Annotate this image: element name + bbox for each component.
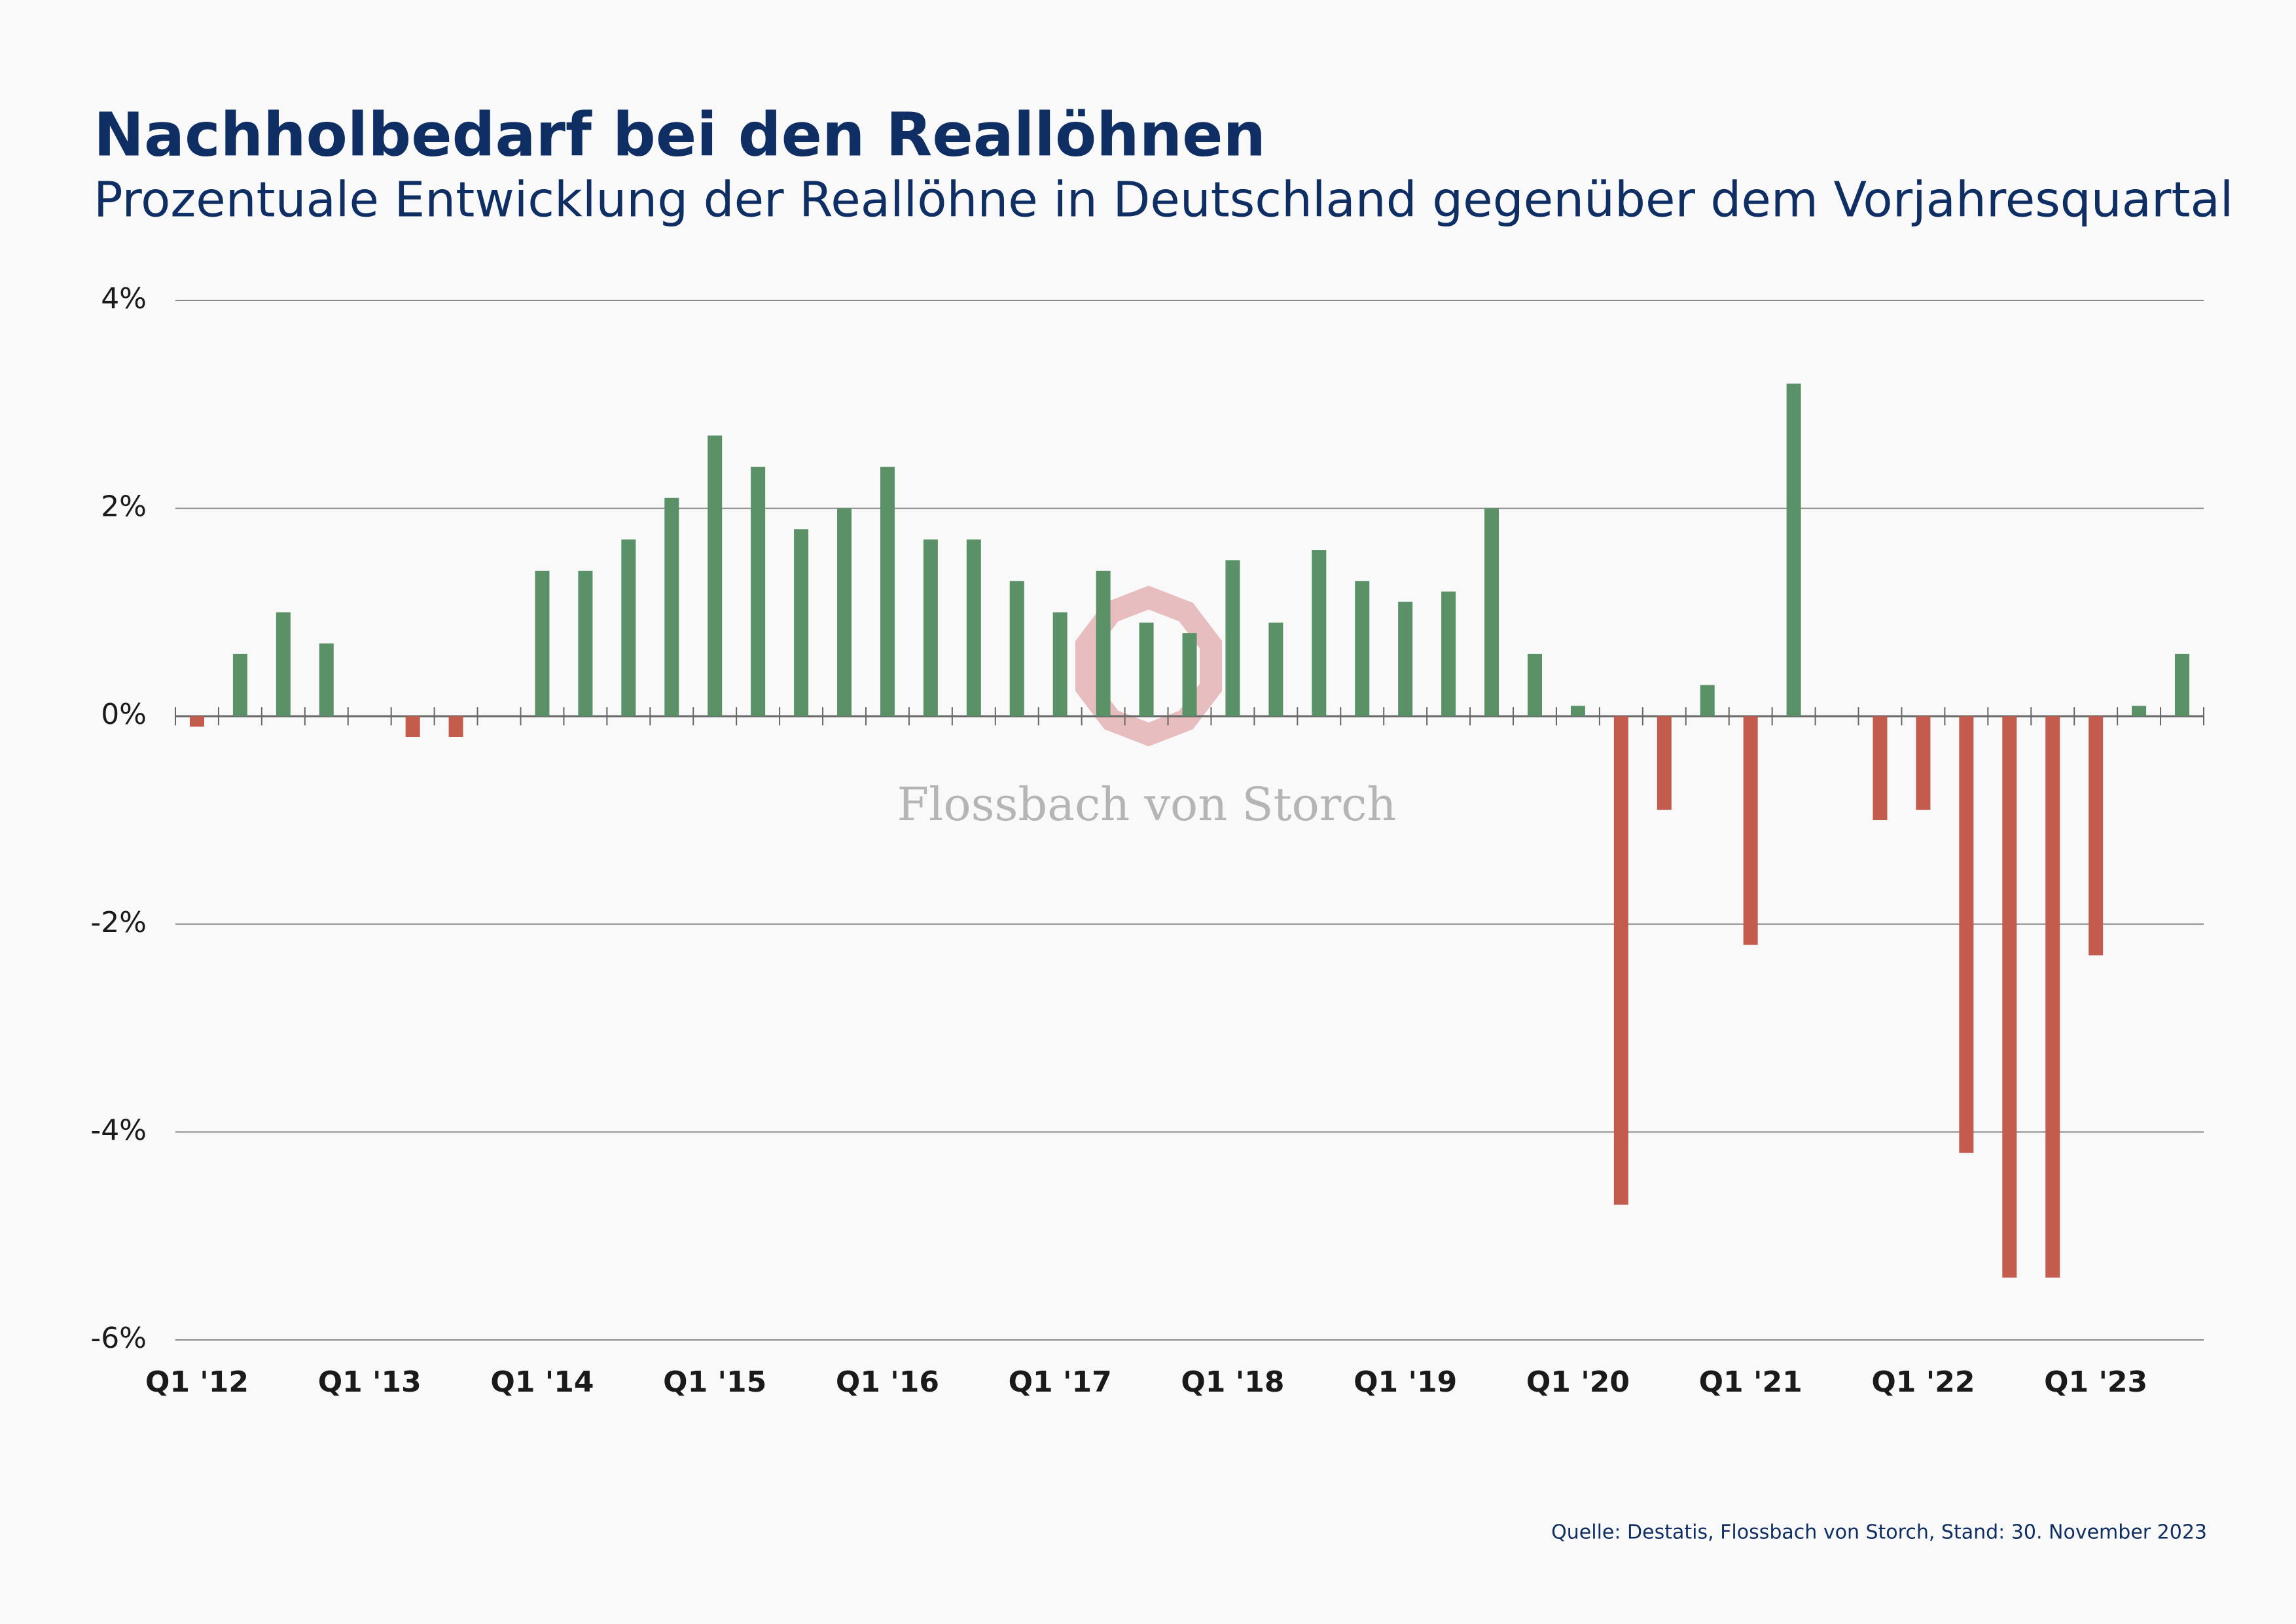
bar bbox=[1613, 716, 1628, 1205]
x-tick-label: Q1 '18 bbox=[1181, 1365, 1284, 1399]
bar bbox=[1268, 623, 1283, 717]
bar bbox=[232, 653, 247, 717]
x-tick-label: Q1 '15 bbox=[663, 1365, 766, 1399]
bar bbox=[2132, 706, 2147, 717]
x-tick-label: Q1 '22 bbox=[1871, 1365, 1975, 1399]
y-tick-label: 2% bbox=[101, 490, 147, 524]
bar bbox=[535, 570, 550, 717]
bar bbox=[1743, 716, 1758, 945]
bar bbox=[276, 612, 291, 717]
y-tick-label: -4% bbox=[90, 1113, 147, 1147]
bar bbox=[1398, 602, 1413, 717]
bar bbox=[1484, 508, 1499, 717]
bar bbox=[837, 508, 852, 717]
bar bbox=[1225, 560, 1240, 717]
bar bbox=[1657, 716, 1672, 810]
y-tick-label: -6% bbox=[90, 1322, 147, 1355]
bar bbox=[966, 539, 981, 717]
bar bbox=[708, 435, 723, 717]
bar bbox=[1355, 581, 1370, 717]
bar bbox=[1916, 716, 1931, 810]
bar bbox=[751, 467, 766, 717]
x-tick-label: Q1 '17 bbox=[1009, 1365, 1112, 1399]
bar bbox=[1959, 716, 1974, 1153]
x-tick-label: Q1 '23 bbox=[2044, 1365, 2147, 1399]
bar bbox=[319, 643, 334, 717]
x-tick-label: Q1 '21 bbox=[1699, 1365, 1803, 1399]
bar bbox=[578, 570, 593, 717]
source-note: Quelle: Destatis, Flossbach von Storch, … bbox=[1551, 1521, 2207, 1544]
bar bbox=[448, 716, 463, 737]
bar bbox=[2045, 716, 2060, 1278]
bar bbox=[1873, 716, 1888, 820]
x-tick-label: Q1 '20 bbox=[1526, 1365, 1630, 1399]
bar bbox=[1096, 570, 1111, 717]
bar bbox=[1570, 706, 1585, 717]
y-tick-label: 4% bbox=[101, 282, 147, 316]
bar bbox=[1052, 612, 1067, 717]
bar bbox=[1527, 653, 1542, 717]
x-tick-label: Q1 '12 bbox=[145, 1365, 249, 1399]
bar bbox=[794, 529, 809, 717]
y-tick-label: -2% bbox=[90, 906, 147, 939]
bar bbox=[1009, 581, 1024, 717]
bar bbox=[664, 497, 679, 717]
x-tick-label: Q1 '19 bbox=[1354, 1365, 1457, 1399]
bar bbox=[923, 539, 938, 717]
x-tick-label: Q1 '13 bbox=[318, 1365, 422, 1399]
bar bbox=[1182, 633, 1197, 717]
bar bbox=[1139, 623, 1154, 717]
bar bbox=[1786, 384, 1801, 717]
watermark-logo bbox=[1075, 585, 1222, 747]
bar bbox=[2089, 716, 2104, 956]
bar bbox=[1700, 685, 1715, 717]
x-tick-label: Q1 '14 bbox=[490, 1365, 594, 1399]
watermark: Flossbach von Storch bbox=[897, 778, 1396, 831]
x-tick-label: Q1 '16 bbox=[836, 1365, 939, 1399]
bar bbox=[2002, 716, 2017, 1278]
chart-title: Nachholbedarf bei den Reallöhnen bbox=[94, 99, 1266, 170]
bar bbox=[621, 539, 636, 717]
chart-subtitle: Prozentuale Entwicklung der Reallöhne in… bbox=[94, 172, 2233, 228]
bar bbox=[1312, 550, 1327, 717]
bar bbox=[405, 716, 420, 737]
bar bbox=[1441, 591, 1456, 717]
bar bbox=[2175, 653, 2190, 717]
bar bbox=[880, 467, 895, 717]
bar bbox=[189, 716, 204, 727]
y-tick-label: 0% bbox=[101, 698, 147, 731]
